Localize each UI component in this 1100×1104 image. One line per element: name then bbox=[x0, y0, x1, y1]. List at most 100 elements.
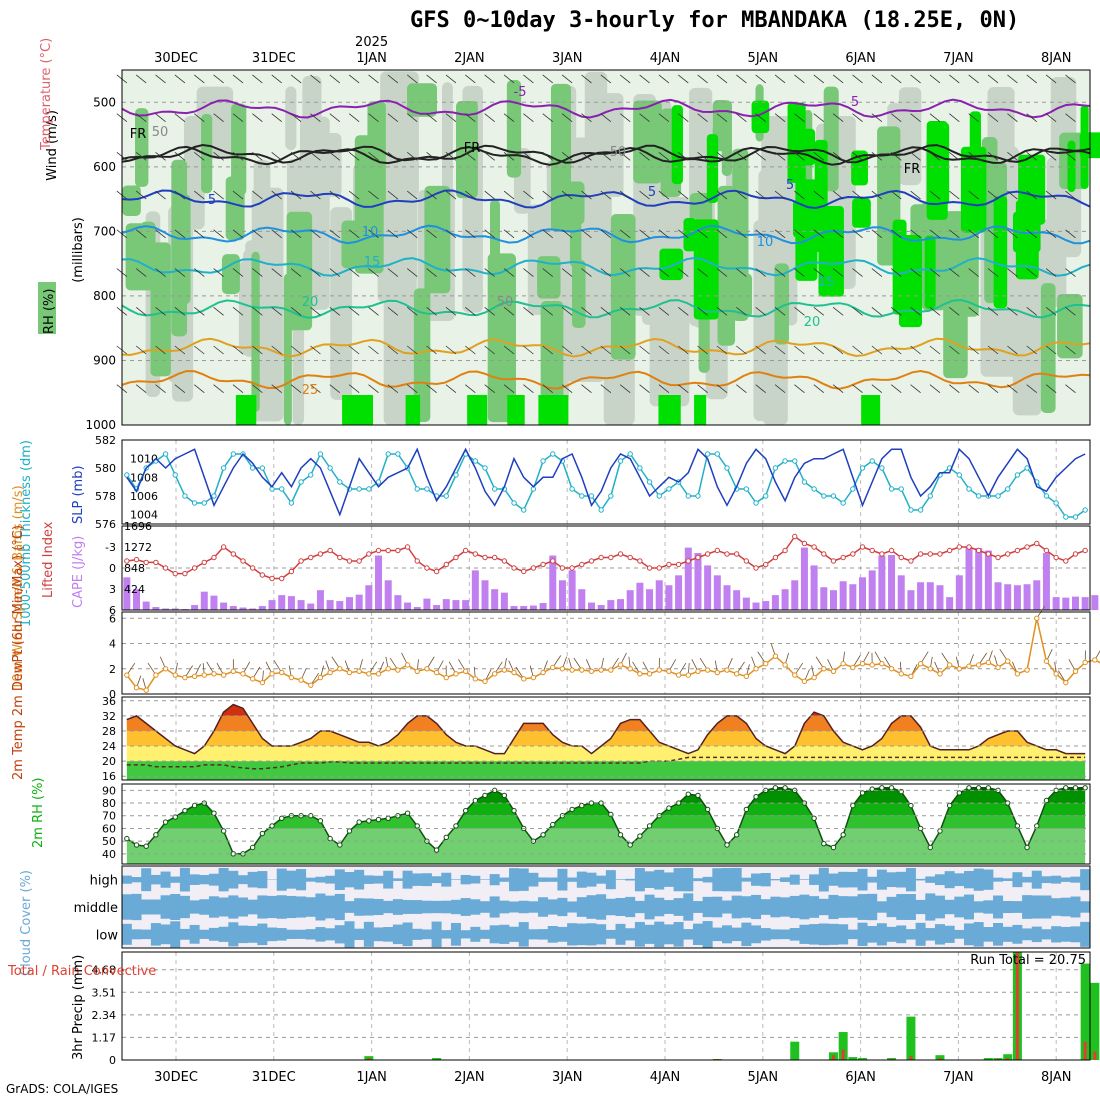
wind10-line-point bbox=[444, 675, 448, 679]
thickness-line-point bbox=[667, 487, 671, 491]
lifted-index-line-point bbox=[163, 566, 167, 570]
cloud-cell bbox=[741, 896, 751, 918]
cape-bar bbox=[975, 548, 982, 610]
wind10-line-point bbox=[860, 662, 864, 666]
cape-bar bbox=[753, 603, 760, 610]
cloud-cell bbox=[499, 901, 509, 914]
cloud-cell bbox=[1061, 877, 1071, 882]
rh2m-line-point bbox=[154, 833, 158, 837]
thickness-line-point bbox=[918, 508, 922, 512]
contour-label: 10 bbox=[362, 225, 379, 240]
precip-tick-label: 0 bbox=[109, 1054, 116, 1067]
cloud-cell bbox=[1051, 876, 1061, 884]
thickness-line-point bbox=[589, 494, 593, 498]
run-total-label: Run Total = 20.75 bbox=[970, 953, 1086, 968]
cloud-cell bbox=[1012, 901, 1022, 913]
cloud-cell bbox=[141, 930, 151, 939]
thickness-line-point bbox=[309, 473, 313, 477]
thickness-line-point bbox=[183, 494, 187, 498]
cape-bar bbox=[346, 597, 353, 610]
wind10-line-point bbox=[163, 667, 167, 671]
cloud-cell bbox=[1003, 901, 1013, 913]
cloud-cell bbox=[509, 902, 519, 913]
wind10-line-point bbox=[396, 668, 400, 672]
lifted-index-line-point bbox=[802, 541, 806, 545]
contour-label: 5 bbox=[851, 95, 859, 110]
cloud-cell bbox=[606, 930, 616, 939]
wind10-line-point bbox=[560, 667, 564, 671]
thickness-line-point bbox=[1015, 473, 1019, 477]
rh2m-line-point bbox=[270, 824, 274, 828]
thickness-line-point bbox=[1064, 515, 1068, 519]
cloud-cell bbox=[403, 871, 413, 889]
top-day-label: 2JAN bbox=[454, 51, 485, 66]
cloud-level-label: middle bbox=[74, 901, 118, 916]
lifted-index-line-point bbox=[289, 569, 293, 573]
pressure-tick-label: 700 bbox=[93, 224, 116, 238]
cloud-cell bbox=[490, 896, 500, 917]
lifted-index-line-point bbox=[1035, 541, 1039, 545]
cloud-cell bbox=[925, 876, 935, 882]
cape-bar bbox=[588, 603, 595, 610]
thickness-line-point bbox=[522, 508, 526, 512]
lifted-index-line-point bbox=[376, 548, 380, 552]
lifted-index-line-point bbox=[822, 552, 826, 556]
cloud-cell bbox=[209, 896, 219, 917]
cloud-cell bbox=[161, 872, 171, 888]
cape-bar bbox=[878, 556, 885, 610]
wind-tick-label: 4 bbox=[109, 638, 116, 651]
thickness-line-point bbox=[909, 508, 913, 512]
lifted-index-line-point bbox=[909, 559, 913, 563]
thickness-line-point bbox=[618, 459, 622, 463]
lifted-index-line-point bbox=[192, 566, 196, 570]
wind10-line-point bbox=[986, 660, 990, 664]
temperature-axis-label: Temperature (°C) bbox=[39, 38, 54, 151]
cloud-cell bbox=[354, 870, 364, 890]
rh2m-line-point bbox=[986, 786, 990, 790]
cloud-cell bbox=[199, 930, 209, 939]
cape-bar bbox=[995, 582, 1002, 610]
cloud-cell bbox=[432, 901, 442, 913]
cloud-cell bbox=[645, 871, 655, 888]
wind10-line-point bbox=[1064, 680, 1068, 684]
bottom-day-label: 2JAN bbox=[454, 1070, 485, 1085]
thickness-line-point bbox=[899, 487, 903, 491]
rh-green-cell bbox=[222, 254, 240, 294]
rh2m-line-point bbox=[473, 798, 477, 802]
cloud-cell bbox=[616, 898, 626, 916]
wind10-line-point bbox=[686, 673, 690, 677]
cloud-cell bbox=[267, 896, 277, 918]
lifted-index-line-point bbox=[502, 559, 506, 563]
rh2m-line-point bbox=[705, 807, 709, 811]
cloud-cell bbox=[645, 895, 655, 920]
wind10-line-point bbox=[1015, 672, 1019, 676]
thickness-line-point bbox=[570, 487, 574, 491]
wind10-line-point bbox=[338, 667, 342, 671]
cape-bar bbox=[694, 553, 701, 610]
cloud-cell bbox=[490, 925, 500, 943]
cape-bar bbox=[1043, 553, 1050, 610]
cloud-cell bbox=[732, 868, 742, 892]
lifted-index-line-point bbox=[599, 555, 603, 559]
cape-axis-label: CAPE (J/kg) bbox=[71, 536, 86, 608]
cape-bar bbox=[801, 548, 808, 610]
lifted-index-line-point bbox=[880, 552, 884, 556]
cloud-cell bbox=[954, 930, 964, 939]
cloud-cell bbox=[722, 925, 732, 943]
cape-bar bbox=[269, 600, 276, 610]
cape-bar bbox=[288, 596, 295, 610]
lifted-index-line-point bbox=[173, 571, 177, 575]
wind10-line-point bbox=[522, 677, 526, 681]
cloud-cell bbox=[974, 901, 984, 912]
temp-axis-label: 2m Temp 2m DewPt (6hr Min/Max) (°C) bbox=[11, 525, 26, 780]
precip-tick-label: 2.34 bbox=[92, 1009, 117, 1022]
wind10-line-point bbox=[367, 672, 371, 676]
cloud-cell bbox=[906, 894, 916, 920]
bottom-day-label: 3JAN bbox=[552, 1070, 583, 1085]
cloud-cell bbox=[499, 878, 509, 882]
thickness-line-point bbox=[783, 459, 787, 463]
lifted-index-line-point bbox=[986, 552, 990, 556]
thickness-line-point bbox=[889, 487, 893, 491]
wind10-line-point bbox=[957, 667, 961, 671]
thickness-tick-label: 582 bbox=[95, 434, 116, 447]
